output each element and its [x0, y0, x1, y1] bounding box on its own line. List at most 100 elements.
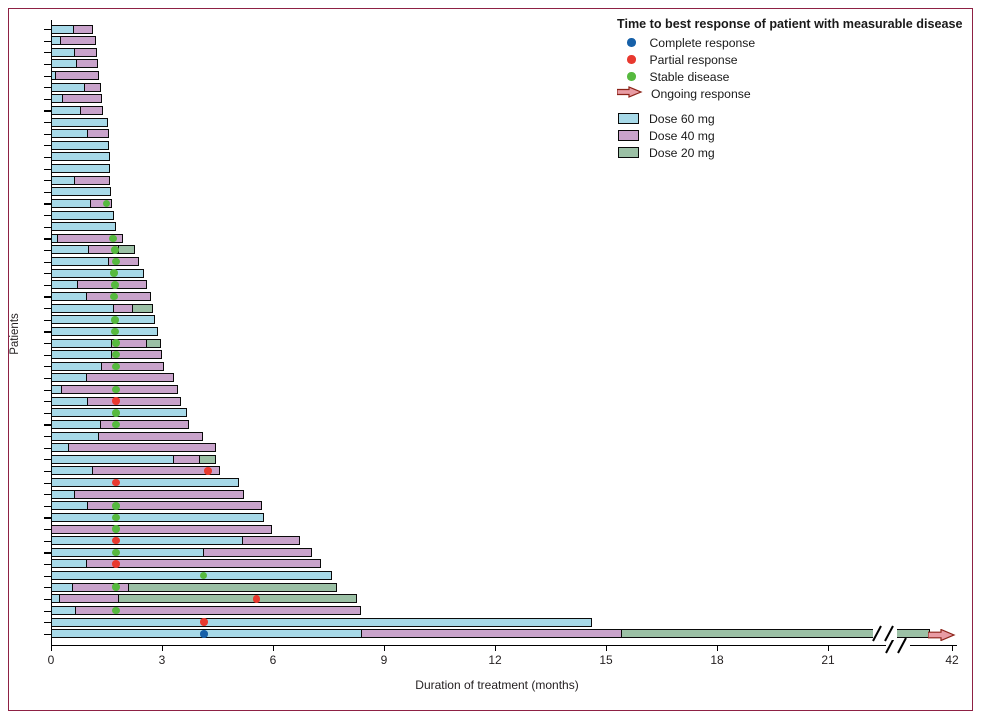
bar-segment-dose40 [111, 350, 163, 360]
y-axis-patient-tick [44, 168, 51, 170]
x-tick-label: 21 [821, 653, 835, 667]
marker-partial-response [252, 595, 261, 603]
bar-segment-dose60 [51, 501, 89, 511]
y-axis-patient-tick [44, 63, 51, 66]
bar-segment-dose40 [203, 547, 312, 557]
bar-segment-dose60 [51, 361, 103, 371]
bar-segment-dose60 [51, 536, 244, 546]
bar-segment-dose60 [51, 268, 144, 278]
x-axis-label: Duration of treatment (months) [415, 678, 579, 692]
y-axis-patient-tick [44, 436, 51, 438]
y-axis-patient-tick [44, 517, 51, 519]
bar-segment-dose60 [51, 222, 117, 232]
bar-segment-dose40 [99, 419, 189, 429]
bar-segment-dose60 [51, 512, 265, 522]
bar-segment-dose40 [74, 606, 362, 615]
bar-segment-dose40 [74, 489, 245, 499]
y-axis-patient-tick [44, 447, 51, 449]
bar-segment-dose40 [84, 82, 101, 92]
bar-segment-dose40 [74, 175, 111, 185]
bar-segment-dose20 [128, 582, 337, 592]
y-axis-patient-tick [44, 470, 51, 473]
bar-segment-dose40 [72, 582, 130, 592]
legend-item-label: Stable disease [649, 69, 730, 84]
x-tick [952, 645, 954, 651]
y-axis-patient-tick [44, 598, 51, 601]
marker-stable-response [112, 548, 120, 557]
y-axis-patient-tick [44, 284, 51, 287]
bar-segment-dose40 [87, 396, 182, 406]
bar-segment-dose60 [51, 152, 110, 162]
bar-segment-dose40 [101, 361, 164, 371]
y-axis-patient-tick [44, 401, 51, 403]
bar-segment-dose60 [51, 606, 76, 615]
bar-segment-dose60 [51, 187, 111, 197]
y-axis-patient-tick [44, 540, 51, 542]
bar-segment-dose40 [98, 431, 204, 441]
bar-segment-dose60 [51, 257, 110, 267]
y-axis-patient-tick [44, 622, 51, 624]
bar-segment-dose60 [51, 326, 158, 336]
bar-segment-dose60 [51, 210, 114, 220]
bar-segment-dose40 [61, 94, 102, 104]
y-axis-patient-tick [44, 424, 51, 426]
y-axis-patient-tick [44, 587, 51, 589]
bar-segment-dose40 [86, 559, 322, 569]
y-axis-patient-tick [44, 273, 51, 275]
bar-segment-dose60 [51, 140, 110, 150]
y-axis-patient-tick [44, 575, 51, 577]
y-axis-patient-tick [44, 226, 51, 228]
y-axis-patient-tick [44, 52, 51, 54]
marker-stable-response [112, 350, 120, 359]
y-axis-patient-tick [44, 482, 51, 484]
y-axis-patient-tick [44, 133, 51, 135]
y-axis-patient-tick [44, 610, 51, 612]
bar-segment-dose40 [57, 233, 124, 243]
y-axis-patient-tick [44, 40, 51, 42]
marker-partial-response [204, 467, 212, 475]
legend-item-ongoing: Ongoing response [616, 85, 967, 102]
bar-segment-dose20 [145, 338, 161, 348]
bar-segment-dose60 [51, 443, 70, 453]
marker-stable-response [112, 409, 120, 417]
bar-segment-dose40 [86, 373, 174, 383]
y-axis-patient-tick [44, 389, 51, 391]
bar-segment-dose60 [51, 350, 113, 360]
marker-stable-response [112, 583, 120, 591]
marker-complete-response [200, 630, 208, 638]
legend-item-dose-60: Dose 60 mg [617, 110, 967, 127]
x-tick-label: 18 [710, 653, 724, 667]
legend-dose-items: Dose 60 mg Dose 40 mg Dose 20 mg [617, 110, 967, 161]
bar-segment-dose60 [51, 547, 205, 557]
y-axis-patient-tick [44, 308, 51, 310]
dose-40-swatch-icon [618, 130, 639, 141]
y-axis-patient-tick [44, 110, 51, 112]
bar-segment-dose40 [51, 524, 273, 534]
bar-segment-dose40 [361, 629, 622, 639]
marker-stable-response [110, 269, 118, 277]
complete-dot-icon [627, 38, 636, 47]
marker-stable-response [112, 257, 120, 266]
bar-segment-dose60 [51, 478, 239, 488]
bar-segment-dose60 [51, 129, 89, 139]
bar-segment-dose40 [73, 24, 94, 34]
y-axis-patient-tick [44, 156, 51, 159]
y-axis-patient-tick [44, 180, 51, 182]
legend-item-label: Dose 20 mg [649, 145, 715, 160]
legend-item-dose-40: Dose 40 mg [617, 127, 967, 144]
x-tick [495, 645, 497, 651]
y-axis-patient-tick [44, 377, 51, 380]
x-tick-label: 3 [158, 653, 166, 667]
legend-item-label: Ongoing response [651, 86, 751, 101]
marker-stable-response [111, 281, 119, 289]
bar-segment-dose60 [51, 82, 86, 92]
bar-segment-dose40 [108, 257, 140, 267]
x-tick [162, 645, 164, 651]
bar-segment-dose40 [55, 71, 100, 81]
bar-segment-dose40 [59, 36, 97, 46]
y-axis-patient-tick [44, 87, 51, 89]
dose-20-swatch-icon [618, 147, 639, 158]
marker-stable-response [102, 199, 111, 208]
bar-segment-dose40 [87, 129, 110, 139]
